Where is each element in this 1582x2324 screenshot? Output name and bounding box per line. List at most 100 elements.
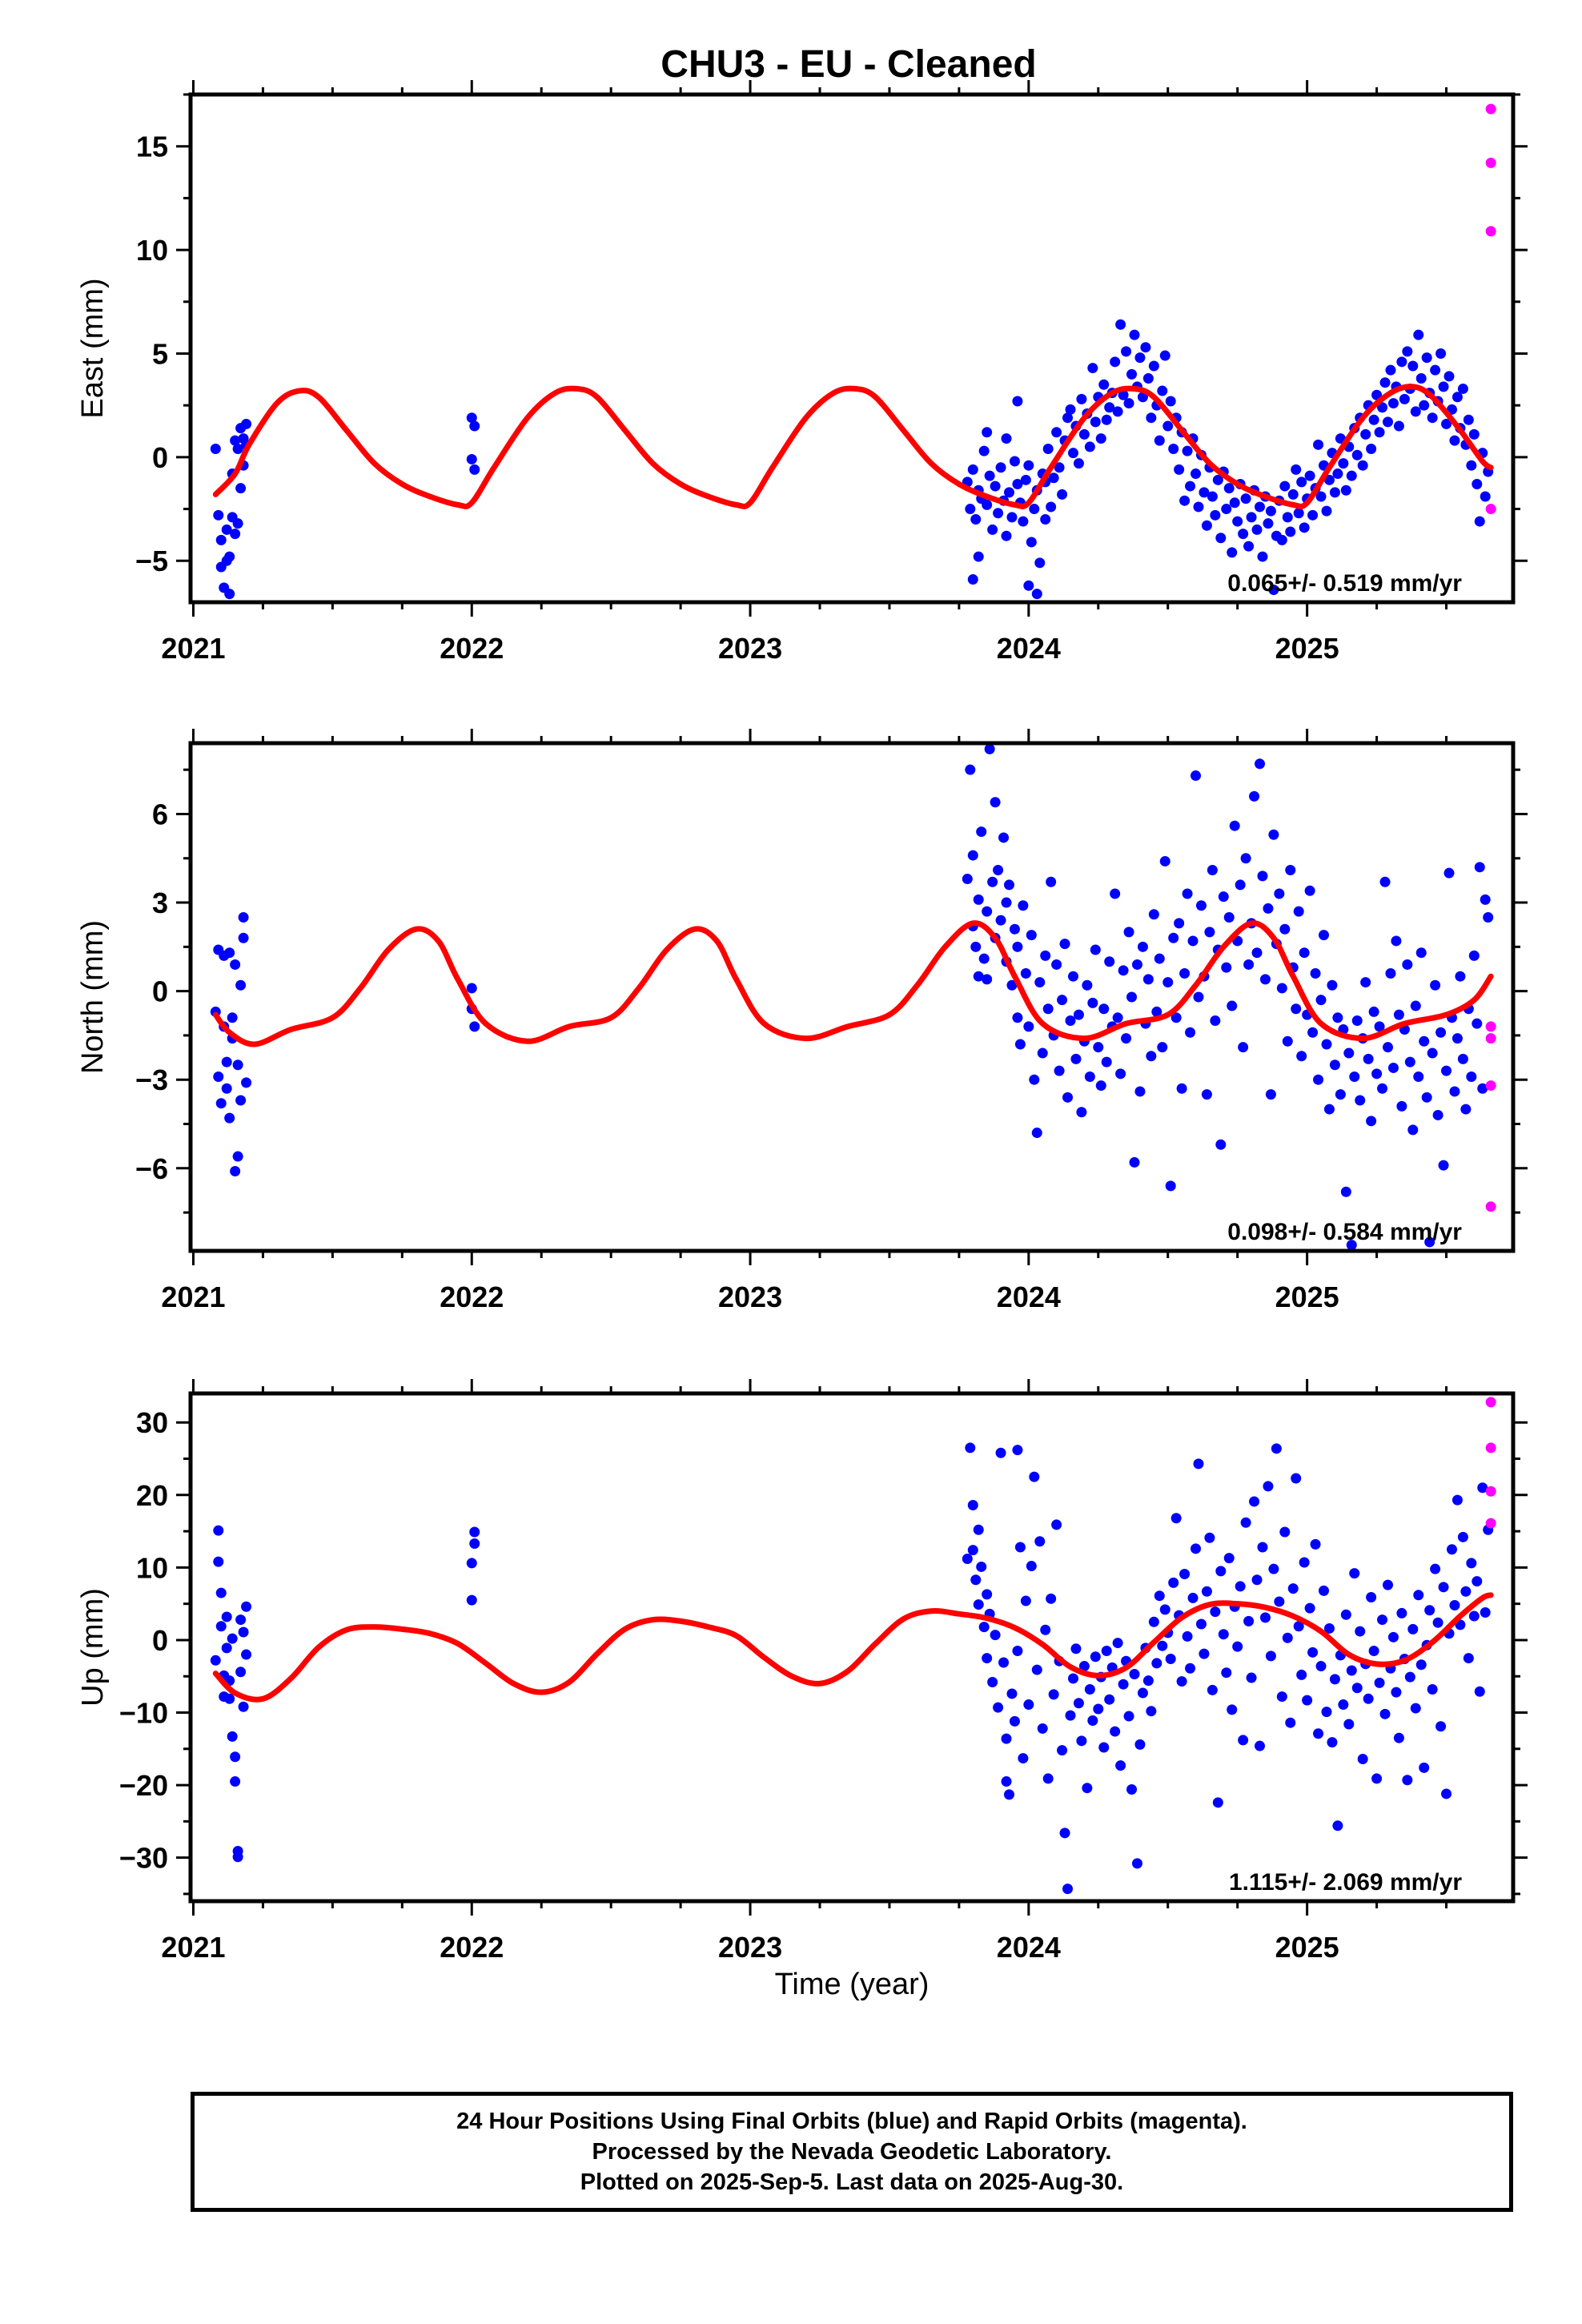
x-tick-label: 2022 <box>440 632 504 665</box>
final-orbit-point <box>1174 464 1185 475</box>
chart-title: CHU3 - EU - Cleaned <box>661 43 1036 86</box>
final-orbit-point <box>1134 1739 1146 1750</box>
final-orbit-point <box>1304 470 1315 481</box>
rapid-orbit-point <box>1485 1201 1496 1212</box>
final-orbit-point <box>1327 979 1338 991</box>
final-orbit-point <box>1034 1536 1046 1547</box>
east-panel: 2021 2022 2023 2024 2025 −5 0 5 10 15 East (mm) 0.0… <box>76 80 1528 665</box>
final-orbit-point <box>1157 1042 1168 1053</box>
final-orbit-point <box>1110 888 1121 899</box>
x-tick-label: 2024 <box>997 632 1061 665</box>
y-tick-label: −20 <box>119 1769 168 1802</box>
final-orbit-point <box>238 932 249 943</box>
final-orbit-point <box>230 1751 241 1763</box>
final-orbit-point <box>1393 1732 1404 1743</box>
final-orbit-point <box>1360 428 1371 440</box>
final-orbit-point <box>1449 435 1460 446</box>
final-orbit-point <box>1067 448 1078 459</box>
final-orbit-point <box>469 420 480 432</box>
final-orbit-point <box>1340 1186 1351 1197</box>
final-orbit-point <box>1285 865 1296 875</box>
final-orbit-point <box>1057 995 1068 1006</box>
final-orbit-point <box>1460 1586 1472 1597</box>
final-orbit-point <box>1238 1042 1249 1053</box>
final-orbit-point <box>1382 1579 1393 1590</box>
final-orbit-point <box>1238 529 1249 540</box>
final-orbit-point <box>1115 1760 1126 1771</box>
final-orbit-point <box>1265 1089 1276 1100</box>
final-orbit-point <box>1249 790 1260 802</box>
final-orbit-point <box>1112 1638 1123 1649</box>
final-orbit-point <box>230 1776 241 1787</box>
footer-box: 24 Hour Positions Using Final Orbits (bl… <box>191 2092 1513 2212</box>
final-orbit-point <box>1329 1059 1340 1071</box>
final-orbit-point <box>1129 1156 1140 1168</box>
footer-line-2: Processed by the Nevada Geodetic Laborat… <box>592 2139 1112 2165</box>
final-orbit-point <box>1004 879 1015 891</box>
x-tick-label: 2022 <box>440 1931 504 1964</box>
final-orbit-point <box>1154 953 1165 964</box>
final-orbit-point <box>1474 1686 1485 1697</box>
final-orbit-point <box>1018 1753 1029 1764</box>
final-orbit-point <box>1430 364 1441 376</box>
final-orbit-point <box>1009 1715 1020 1727</box>
final-orbit-point <box>1385 364 1396 376</box>
final-orbit-point <box>1251 524 1263 535</box>
x-tick-label: 2021 <box>161 1281 225 1313</box>
final-orbit-point <box>1374 1677 1385 1688</box>
final-orbit-point <box>1351 1015 1363 1026</box>
final-orbit-point <box>1001 433 1012 444</box>
final-orbit-point <box>1271 1443 1282 1454</box>
final-orbit-point <box>469 464 480 475</box>
final-orbit-point <box>1123 1711 1134 1722</box>
final-orbit-point <box>1419 400 1430 411</box>
final-orbit-point <box>1223 911 1235 923</box>
final-orbit-point <box>1299 947 1310 959</box>
final-orbit-point <box>1419 1035 1430 1047</box>
final-orbit-point <box>1279 923 1291 935</box>
final-orbit-point <box>227 1012 238 1023</box>
final-orbit-point <box>1238 1735 1249 1746</box>
final-orbit-point <box>1468 428 1480 440</box>
final-orbit-point <box>1259 974 1271 985</box>
final-orbit-point <box>987 524 998 535</box>
final-orbit-point <box>466 1594 477 1606</box>
final-orbit-point <box>1404 1056 1415 1068</box>
final-orbit-point <box>1410 1000 1421 1011</box>
final-orbit-point <box>1346 470 1357 481</box>
final-orbit-point <box>1374 427 1385 438</box>
final-orbit-point <box>1014 1039 1026 1050</box>
final-orbit-point <box>1101 1056 1112 1068</box>
final-orbit-point <box>1121 1033 1132 1044</box>
final-orbit-point <box>1162 420 1174 432</box>
final-orbit-point <box>1251 1574 1263 1586</box>
final-orbit-point <box>973 551 984 562</box>
final-orbit-point <box>1268 1563 1279 1574</box>
final-orbit-point <box>1126 1784 1138 1795</box>
final-orbit-point <box>1006 979 1018 991</box>
final-orbit-point <box>1263 1481 1274 1492</box>
rapid-orbit-point <box>1485 504 1496 515</box>
final-orbit-point <box>1310 1538 1321 1550</box>
final-orbit-point <box>1012 396 1023 407</box>
final-orbit-point <box>1449 1599 1460 1610</box>
final-orbit-point <box>1432 1109 1443 1120</box>
north-data <box>210 743 1496 1251</box>
final-orbit-point <box>1210 1606 1221 1618</box>
final-orbit-point <box>1343 1047 1355 1059</box>
rapid-orbit-point <box>1485 1397 1496 1408</box>
final-orbit-point <box>967 850 978 861</box>
final-orbit-point <box>1340 485 1351 496</box>
final-orbit-point <box>1185 1663 1196 1674</box>
final-orbit-point <box>973 894 984 905</box>
final-orbit-point <box>1042 444 1054 455</box>
y-tick-label: −30 <box>119 1842 168 1875</box>
final-orbit-point <box>1193 1458 1204 1470</box>
final-orbit-point <box>1338 1699 1349 1711</box>
final-orbit-point <box>1480 491 1491 502</box>
final-orbit-point <box>1313 439 1324 450</box>
final-orbit-point <box>1142 974 1154 985</box>
y-tick-label: 0 <box>152 1624 168 1657</box>
final-orbit-point <box>1385 968 1396 979</box>
final-orbit-point <box>1146 1706 1157 1717</box>
